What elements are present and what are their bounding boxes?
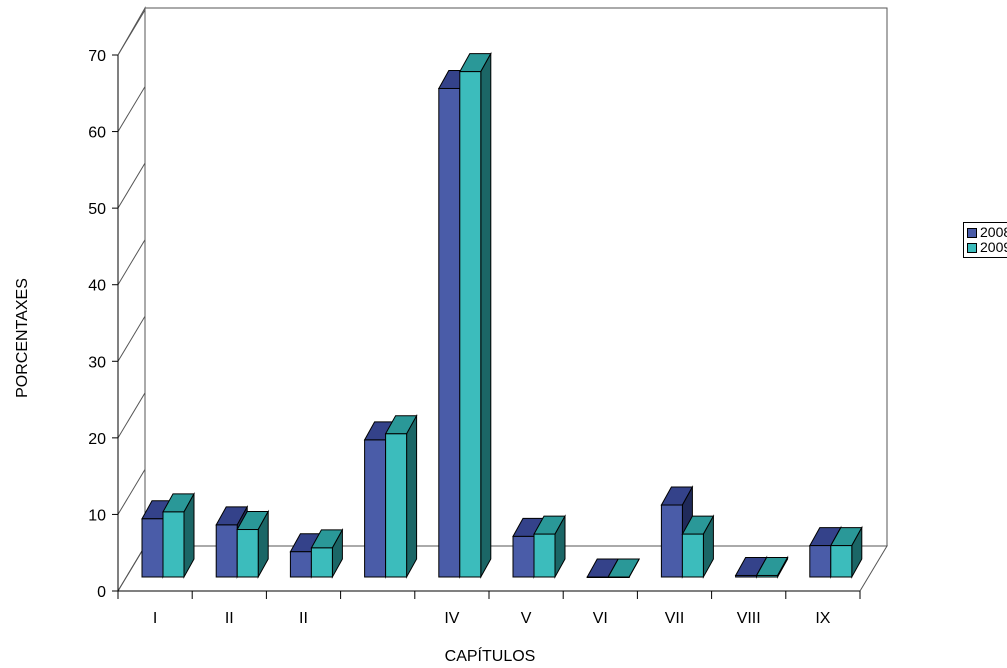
y-tick-depth-line bbox=[117, 239, 146, 285]
legend-label-2008: 2008 bbox=[980, 224, 1007, 240]
y-tick-depth-line bbox=[117, 9, 146, 56]
bar-2009-1 bbox=[236, 509, 270, 579]
bar-2009-8 bbox=[755, 555, 789, 579]
bar-front bbox=[681, 533, 704, 578]
legend-swatch-2009 bbox=[967, 242, 977, 253]
x-tick-label: II bbox=[299, 610, 308, 627]
y-tick-label: 60 bbox=[88, 125, 106, 142]
bar-2009-7 bbox=[681, 514, 715, 579]
y-tick-label: 20 bbox=[88, 431, 106, 448]
y-tick-depth-line bbox=[117, 545, 146, 592]
bar-front bbox=[364, 439, 387, 578]
legend: 2008 2009 bbox=[963, 222, 1007, 258]
x-tick-label: II bbox=[225, 610, 234, 627]
bar-front bbox=[236, 529, 259, 578]
x-tick-label: VII bbox=[665, 610, 685, 627]
legend-item-2008: 2008 bbox=[967, 225, 1007, 240]
legend-swatch-2008 bbox=[967, 227, 977, 238]
x-tick-label: I bbox=[153, 610, 157, 627]
y-tick-label: 30 bbox=[88, 354, 106, 371]
bar-front bbox=[586, 576, 609, 578]
side-wall bbox=[117, 6, 146, 593]
bar-front bbox=[385, 433, 408, 578]
y-tick-label: 50 bbox=[88, 201, 106, 218]
y-tick-label: 40 bbox=[88, 278, 106, 295]
bar-front bbox=[830, 545, 853, 578]
y-tick-label: 70 bbox=[88, 48, 106, 65]
bar-side bbox=[480, 51, 492, 579]
x-tick-label: VIII bbox=[737, 610, 761, 627]
bar-2009-6 bbox=[607, 558, 641, 578]
x-axis-title: CAPÍTULOS bbox=[445, 646, 536, 665]
bar-front bbox=[310, 547, 333, 578]
bar-front bbox=[512, 535, 535, 578]
x-tick-label: VI bbox=[593, 610, 608, 627]
x-tick-label: IX bbox=[815, 610, 830, 627]
chart-walls bbox=[117, 6, 888, 593]
y-tick-depth-line bbox=[117, 162, 146, 209]
x-tick-label: V bbox=[521, 610, 532, 627]
y-tick-depth-line bbox=[117, 86, 146, 132]
legend-label-2009: 2009 bbox=[980, 239, 1007, 255]
bar-2009-9 bbox=[829, 525, 863, 579]
bar-front bbox=[215, 524, 238, 578]
bar-front bbox=[459, 71, 482, 578]
bar-front bbox=[289, 551, 312, 578]
bar-front bbox=[756, 574, 779, 578]
bar-2009-0 bbox=[162, 491, 195, 579]
bar-front bbox=[162, 511, 185, 578]
bar-front bbox=[438, 87, 461, 578]
y-axis-title: PORCENTAXES bbox=[14, 278, 31, 398]
y-tick-depth-line bbox=[117, 469, 146, 515]
bar-front bbox=[809, 545, 832, 578]
bar-side bbox=[406, 413, 418, 579]
y-tick-label: 10 bbox=[88, 507, 106, 524]
y-tick-depth-line bbox=[117, 392, 146, 439]
x-tick-label: IV bbox=[444, 610, 459, 627]
bar-2009-5 bbox=[533, 514, 566, 579]
legend-item-2009: 2009 bbox=[967, 240, 1007, 255]
bar-2009-3 bbox=[384, 413, 418, 579]
back-wall bbox=[144, 7, 888, 547]
bar-2008-7 bbox=[660, 485, 694, 579]
y-tick-label: 0 bbox=[97, 584, 106, 601]
y-tick-depth-line bbox=[117, 316, 146, 362]
y-axis: 0 10 20 30 40 50 60 70 bbox=[88, 9, 146, 601]
chart-bars bbox=[141, 51, 863, 579]
bar-side bbox=[628, 558, 640, 578]
bar-front bbox=[533, 533, 556, 578]
bar-2009-4 bbox=[458, 51, 492, 579]
bar-front bbox=[660, 504, 683, 578]
bar-2009-2 bbox=[310, 527, 344, 579]
bar-front bbox=[141, 518, 164, 578]
bar-front bbox=[607, 576, 630, 578]
x-axis: I II II IV V VI VII VIII IX bbox=[117, 55, 861, 627]
bar-front bbox=[735, 574, 758, 578]
